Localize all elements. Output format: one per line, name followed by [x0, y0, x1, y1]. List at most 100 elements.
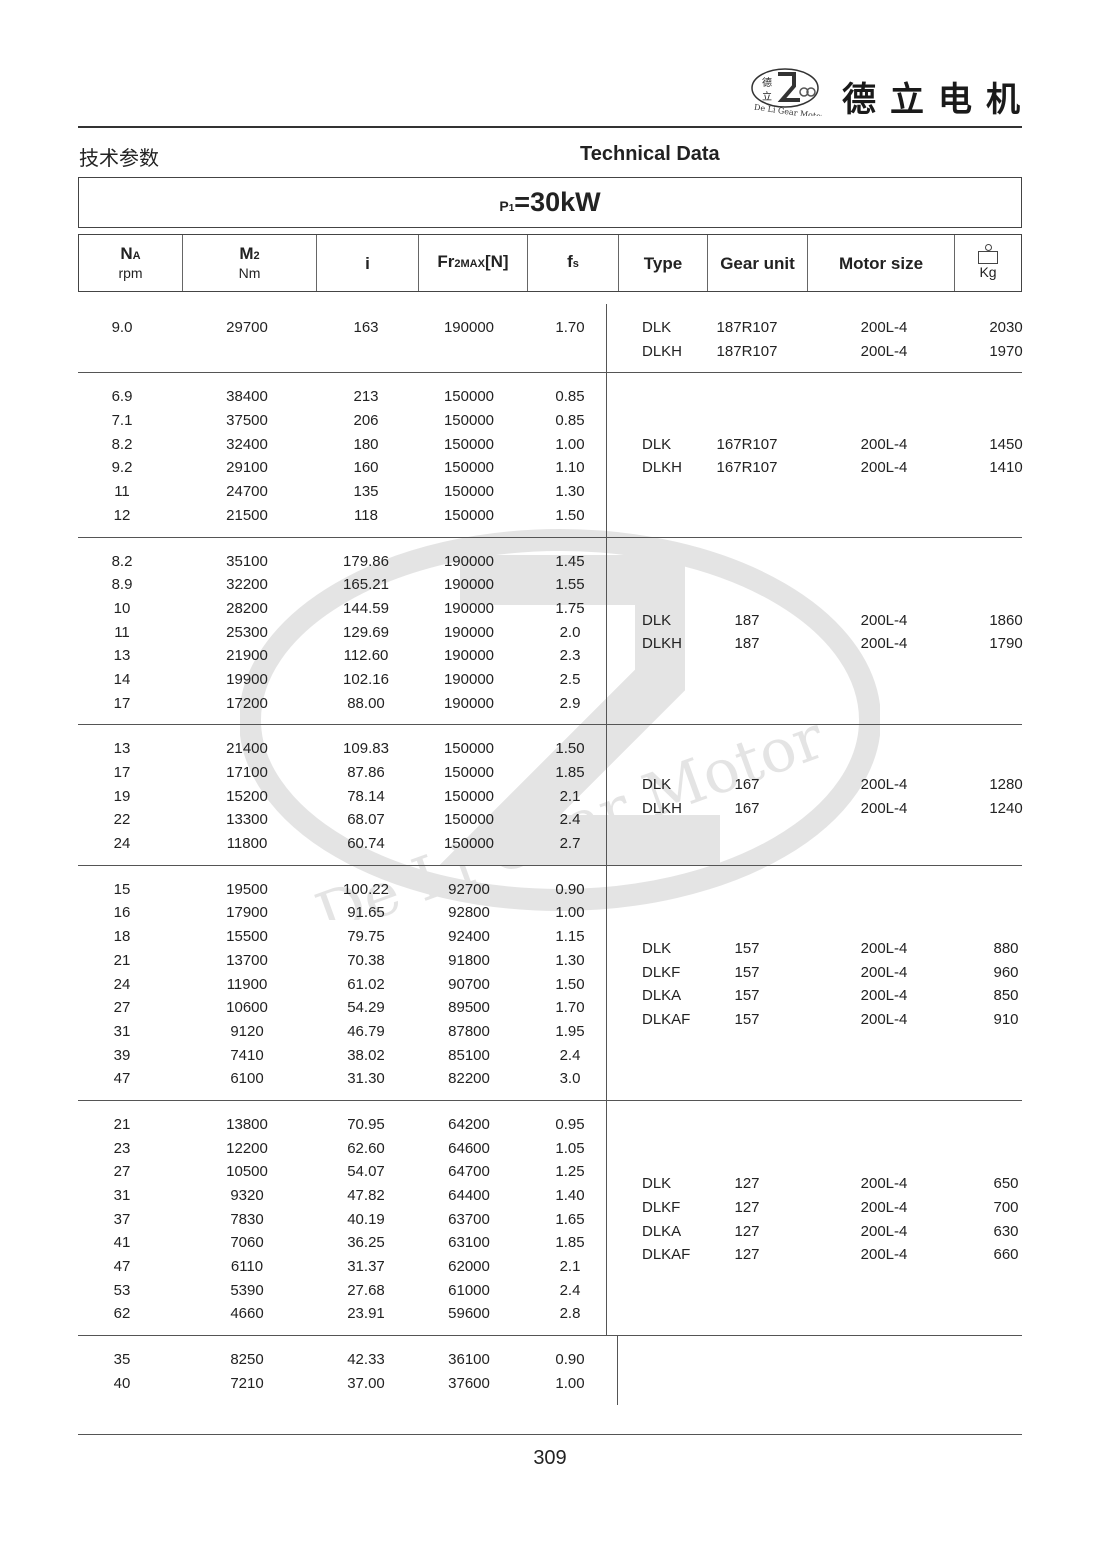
service-factor-cell: 1.95 — [555, 1022, 585, 1040]
motor-size-cell: 200L-4 — [860, 987, 908, 1005]
ratio-cell: 40.19 — [347, 1210, 385, 1228]
unit-rows: DLK 167R107 200L-4 1450 DLKH 167R107 200L-4 141… — [607, 373, 1036, 536]
unit-rows: DLK 187R107 200L-4 2030 DLKH 187R107 200L-4 197… — [607, 304, 1036, 372]
radial-force-cell: 190000 — [443, 670, 495, 688]
service-factor-cell: 2.4 — [559, 811, 581, 829]
header-m2: M2 Nm — [183, 235, 317, 291]
ratio-cell: 163 — [353, 319, 379, 336]
torque-cell: 32400 — [226, 435, 268, 453]
service-factor-cell: 1.30 — [555, 951, 585, 969]
torque-cell: 13700 — [226, 951, 268, 969]
speed-cell: 18 — [113, 928, 131, 946]
ratio-cell: 118 — [354, 506, 378, 524]
radial-force-cell: 91800 — [448, 951, 490, 969]
speed-cell: 8.2 — [111, 435, 133, 453]
service-factor-cell: 2.1 — [559, 787, 581, 805]
gear-unit-cell: 127 — [734, 1246, 760, 1264]
ratio-cell: 213 — [353, 388, 379, 406]
ratio-cell: 70.38 — [347, 951, 385, 969]
weight-cell: 630 — [993, 1222, 1019, 1240]
radial-force-cell: 62000 — [448, 1258, 490, 1276]
ratio-cell: 61.02 — [347, 975, 385, 993]
weight-icon — [978, 244, 998, 264]
speed-cell: 23 — [113, 1139, 131, 1157]
unit-row: DLKH 187 200L-4 1790 — [607, 632, 1036, 656]
performance-rows: 15 19500 100.22 92700 0.90 16 17900 91.65 92800 1… — [78, 865, 607, 1100]
service-factor-cell: 0.90 — [555, 1351, 585, 1369]
weight-cell: 2030 — [989, 319, 1023, 336]
header-motor-size: Motor size — [808, 235, 955, 291]
table-row: 62 4660 23.91 59600 2.8 — [78, 1302, 606, 1326]
svg-text:De Li Gear Motor: De Li Gear Motor — [753, 103, 822, 116]
data-table: 9.0 29700 163 190000 1.70 DLK 187R107 200L-4 203… — [78, 304, 1023, 1405]
table-row: 47 6110 31.37 62000 2.1 — [78, 1255, 606, 1279]
motor-size-cell: 200L-4 — [860, 1246, 908, 1264]
svg-text:德: 德 — [762, 76, 772, 89]
motor-size-cell: 200L-4 — [860, 611, 908, 629]
unit-row: DLK 157 200L-4 880 — [607, 937, 1036, 961]
header-fr: Fr2MAX[N] — [419, 235, 528, 291]
service-factor-cell: 1.00 — [555, 904, 585, 922]
table-row: 12 21500 118 150000 1.50 — [78, 504, 606, 528]
ratio-cell: 78.14 — [347, 787, 385, 805]
speed-cell: 17 — [113, 764, 131, 781]
gear-unit-cell: 187 — [734, 635, 760, 653]
table-row: 40 7210 37.00 37600 1.00 — [78, 1372, 617, 1396]
gear-unit-cell: 157 — [734, 1011, 760, 1029]
weight-cell: 1970 — [989, 342, 1023, 360]
table-group: 21 13800 70.95 64200 0.95 23 12200 62.60 64600 1.… — [78, 1100, 1022, 1337]
radial-force-cell: 190000 — [443, 576, 495, 594]
table-row: 16 17900 91.65 92800 1.00 — [78, 901, 606, 925]
speed-cell: 11 — [114, 623, 130, 641]
weight-cell: 880 — [993, 939, 1019, 957]
service-factor-cell: 2.4 — [559, 1281, 581, 1299]
torque-cell: 13300 — [226, 811, 268, 829]
type-cell: DLKH — [642, 635, 683, 653]
gear-unit-cell: 127 — [734, 1175, 760, 1193]
torque-cell: 21400 — [226, 740, 268, 758]
weight-cell: 700 — [993, 1198, 1019, 1216]
speed-cell: 10 — [113, 599, 131, 617]
speed-cell: 8.2 — [111, 552, 133, 570]
performance-rows: 9.0 29700 163 190000 1.70 — [78, 304, 607, 373]
torque-cell: 21900 — [226, 647, 268, 665]
unit-row: DLKAF 157 200L-4 910 — [607, 1008, 1036, 1032]
speed-cell: 21 — [113, 1115, 131, 1133]
gear-unit-cell: 187R107 — [716, 342, 778, 360]
table-row: 9.0 29700 163 190000 1.70 — [78, 316, 606, 340]
speed-cell: 21 — [113, 951, 131, 969]
table-row: 17 17100 87.86 150000 1.85 — [78, 761, 606, 785]
unit-row: DLK 187R107 200L-4 2030 — [607, 316, 1036, 340]
radial-force-cell: 150000 — [443, 412, 495, 430]
weight-cell: 850 — [993, 987, 1019, 1005]
table-group: 8.2 35100 179.86 190000 1.45 8.9 32200 165.21 19… — [78, 537, 1023, 726]
performance-rows: 35 8250 42.33 36100 0.90 40 7210 37.00 37600 1.00 — [78, 1336, 618, 1405]
gear-unit-cell: 127 — [734, 1222, 760, 1240]
ratio-cell: 129.69 — [343, 623, 389, 641]
radial-force-cell: 150000 — [443, 388, 495, 406]
table-row: 47 6100 31.30 82200 3.0 — [78, 1067, 606, 1091]
service-factor-cell: 2.9 — [559, 694, 581, 712]
table-row: 10 28200 144.59 190000 1.75 — [78, 597, 606, 621]
torque-cell: 17900 — [226, 904, 268, 922]
table-row: 21 13700 70.38 91800 1.30 — [78, 949, 606, 973]
unit-rows: DLK 157 200L-4 880 DLKF 157 200L-4 960 DLKA 157 20… — [607, 866, 1036, 1100]
table-row: 7.1 37500 206 150000 0.85 — [78, 409, 606, 433]
speed-cell: 8.9 — [111, 576, 133, 594]
speed-cell: 39 — [113, 1046, 131, 1064]
speed-cell: 22 — [113, 811, 131, 829]
speed-cell: 53 — [113, 1281, 131, 1299]
unit-row: DLK 167 200L-4 1280 — [607, 773, 1036, 797]
service-factor-cell: 1.50 — [555, 740, 585, 758]
type-cell: DLK — [642, 1175, 672, 1193]
unit-row: DLKF 127 200L-4 700 — [607, 1196, 1036, 1220]
unit-rows: DLK 167 200L-4 1280 DLKH 167 200L-4 1240 — [607, 725, 1036, 864]
service-factor-cell: 0.95 — [555, 1115, 585, 1133]
service-factor-cell: 3.0 — [559, 1070, 581, 1088]
table-row: 24 11800 60.74 150000 2.7 — [78, 832, 606, 856]
motor-size-cell: 200L-4 — [860, 775, 908, 793]
ratio-cell: 54.07 — [347, 1163, 385, 1181]
radial-force-cell: 190000 — [443, 552, 495, 570]
header-kg: Kg — [955, 235, 1021, 291]
ratio-cell: 46.79 — [347, 1022, 385, 1040]
